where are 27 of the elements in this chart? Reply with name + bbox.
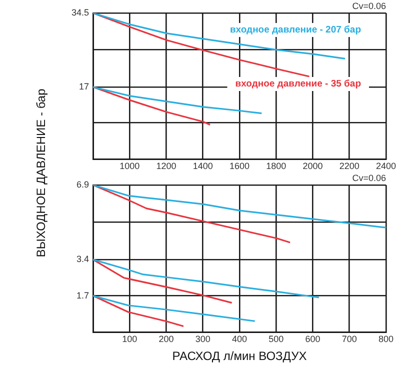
series-label: входное давление - 35 бар [235,78,362,90]
x-tick-label: 1000 [120,160,140,171]
y-tick-label: 1.7 [76,290,89,300]
x-tick-label: 100 [122,334,138,344]
x-tick-label: 2000 [302,160,323,171]
x-tick-label: 1200 [156,160,176,171]
x-tick-label: 800 [378,334,394,344]
y-tick-label: 3.4 [76,254,89,264]
y-tick-label: 17 [78,82,89,92]
y-axis-title: ВЫХОДНОЕ ДАВЛЕНИЕ - бар [34,88,48,258]
x-tick-label: 300 [195,334,210,344]
x-tick-label: 500 [268,334,284,344]
text: Cv=0.06 [352,172,386,183]
x-tick-label: 1600 [229,160,250,171]
text: Cv=0.06 [352,0,386,11]
x-tick-label: 600 [305,334,320,344]
x-tick-label: 1400 [192,160,213,171]
series-label: входное давление - 207 бар [230,24,362,36]
x-tick-label: 200 [158,334,174,344]
x-axis-title: РАСХОД л/мин ВОЗДУХ [172,349,307,364]
x-tick-label: 1800 [266,160,286,171]
y-tick-label: 34.5 [71,7,89,18]
y-tick-label: 6.9 [76,179,89,190]
x-tick-label: 2200 [339,160,360,171]
x-tick-label: 2400 [376,160,396,171]
x-tick-label: 400 [232,334,248,344]
x-tick-label: 700 [342,334,357,344]
